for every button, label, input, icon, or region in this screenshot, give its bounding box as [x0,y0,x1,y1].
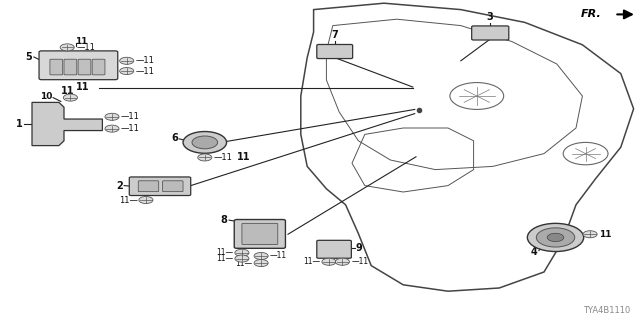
Text: 2: 2 [116,180,123,191]
Circle shape [192,136,218,149]
Text: TYA4B1110: TYA4B1110 [583,306,630,315]
Circle shape [235,249,249,256]
FancyBboxPatch shape [78,59,91,75]
FancyBboxPatch shape [129,177,191,196]
Circle shape [335,258,349,265]
Text: 11—: 11— [216,254,233,263]
Text: 11—: 11— [303,257,320,266]
Text: —11: —11 [136,56,154,65]
Text: 11—: 11— [216,248,233,257]
Text: 11: 11 [61,86,74,96]
Text: 4: 4 [531,247,538,257]
FancyBboxPatch shape [92,59,105,75]
FancyBboxPatch shape [317,240,351,258]
Text: 8: 8 [220,215,227,225]
Text: —11: —11 [214,153,232,162]
FancyBboxPatch shape [163,181,183,192]
Text: —11: —11 [120,124,139,133]
Circle shape [183,132,227,153]
Text: —11: —11 [136,67,154,76]
Text: 10: 10 [40,92,52,101]
FancyBboxPatch shape [64,59,77,75]
Text: 1: 1 [15,119,22,129]
Circle shape [139,196,153,204]
FancyBboxPatch shape [242,223,278,244]
Text: 7: 7 [332,30,338,40]
FancyBboxPatch shape [472,26,509,40]
Circle shape [198,154,212,161]
Text: 6: 6 [171,133,178,143]
Text: —11: —11 [77,43,95,52]
Text: —11: —11 [351,257,369,266]
Circle shape [583,231,597,238]
Circle shape [235,255,249,262]
Text: —11: —11 [270,252,287,260]
Text: 3: 3 [487,12,493,22]
Text: —11: —11 [120,112,139,121]
Circle shape [254,252,268,260]
FancyBboxPatch shape [39,51,118,80]
Text: 11: 11 [76,37,88,46]
Circle shape [527,223,584,252]
Polygon shape [32,102,102,146]
Circle shape [120,57,134,64]
FancyBboxPatch shape [50,59,63,75]
Text: 5: 5 [25,52,32,62]
Circle shape [322,258,336,265]
Circle shape [63,94,77,101]
FancyBboxPatch shape [317,44,353,59]
Circle shape [60,44,74,51]
Circle shape [105,113,119,120]
Circle shape [254,260,268,267]
FancyBboxPatch shape [138,181,159,192]
Circle shape [536,228,575,247]
Text: 11: 11 [76,82,89,92]
Text: 11: 11 [599,230,612,239]
FancyBboxPatch shape [234,220,285,248]
Circle shape [120,68,134,75]
Text: 11—: 11— [119,196,138,204]
Text: 11—: 11— [235,259,252,268]
Circle shape [547,233,564,242]
Text: 9: 9 [356,243,363,253]
Text: 11: 11 [237,152,250,162]
Circle shape [105,125,119,132]
Text: FR.: FR. [581,9,602,20]
